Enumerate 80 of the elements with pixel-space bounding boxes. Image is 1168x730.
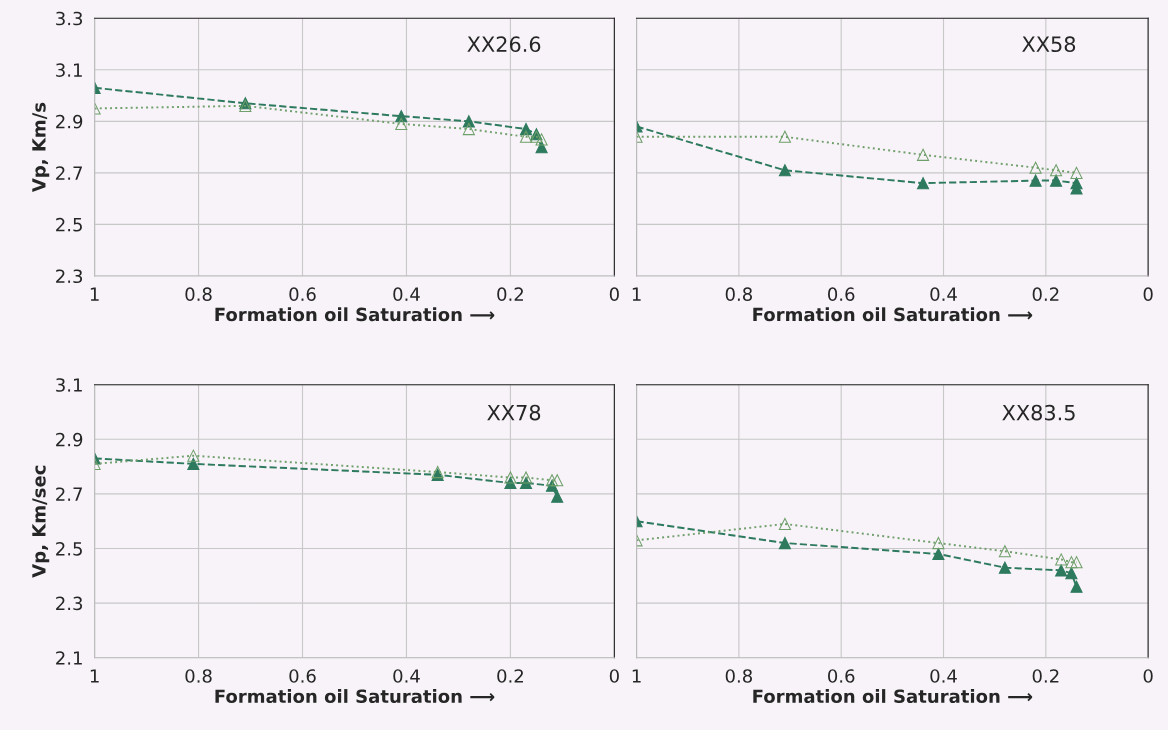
- y-axis-title: Vp, Km/s: [32, 102, 50, 193]
- y-tick-label: 2.7: [56, 166, 82, 180]
- y-tick-label: 2.9: [56, 432, 83, 447]
- point: [778, 517, 791, 531]
- x-axis-title: Formation oil Saturation ⟶: [753, 689, 1033, 704]
- x-tick-label: 0.4: [393, 287, 420, 302]
- point: [519, 130, 533, 143]
- x-tick-label: 0.2: [1032, 669, 1059, 683]
- x-tick-label: 0.8: [185, 669, 212, 683]
- point: [998, 545, 1011, 558]
- x-tick-label: 0.2: [497, 287, 523, 302]
- text: XX58: [1022, 36, 1076, 53]
- x-tick-label: 0.6: [289, 669, 316, 683]
- point: [504, 476, 517, 490]
- point: [1049, 164, 1063, 177]
- x-axis-title: Formation oil Saturation ⟶: [215, 689, 495, 704]
- point: [551, 474, 564, 487]
- point: [462, 122, 475, 136]
- y-tick-label: 2.5: [56, 541, 82, 556]
- point: [1029, 174, 1042, 187]
- y-axis-title: Vp, Km/sec: [32, 465, 50, 578]
- x-tick-label: 0: [609, 287, 619, 302]
- x-tick-label: 0: [609, 669, 619, 683]
- x-tick-label: 0.8: [725, 287, 752, 302]
- x-tick-label: 0: [1143, 287, 1153, 302]
- point: [1055, 564, 1068, 577]
- x-tick-label: 0: [1143, 669, 1153, 683]
- x-tick-label: 0.6: [828, 287, 855, 302]
- text: XX78: [487, 404, 541, 421]
- x-tick-label: 0.2: [1032, 287, 1059, 302]
- point: [545, 474, 559, 487]
- point: [519, 471, 533, 484]
- x-axis-title: Formation oil Saturation ⟶: [215, 307, 495, 322]
- x-tick-label: 1: [90, 287, 99, 301]
- x-tick-label: 1: [90, 669, 99, 683]
- x-tick-label: 0.4: [930, 287, 957, 302]
- point: [187, 457, 200, 470]
- x-tick-label: 0.4: [930, 669, 957, 683]
- y-tick-label: 3.1: [56, 63, 82, 77]
- x-tick-label: 0.6: [828, 669, 855, 683]
- point: [998, 561, 1011, 574]
- point: [1065, 556, 1078, 569]
- point: [1029, 161, 1042, 174]
- point: [1070, 166, 1083, 179]
- y-tick-label: 2.1: [56, 651, 82, 665]
- y-tick-label: 2.9: [56, 114, 83, 129]
- point: [1049, 174, 1063, 187]
- y-tick-label: 3.1: [56, 378, 82, 392]
- point: [1055, 553, 1068, 566]
- y-tick-label: 2.5: [56, 217, 82, 232]
- point: [1070, 580, 1083, 593]
- text: XX83.5: [1002, 404, 1075, 421]
- point: [778, 130, 791, 143]
- point: [932, 536, 945, 550]
- point: [778, 164, 791, 177]
- point: [1065, 567, 1078, 580]
- y-tick-label: 2.7: [56, 487, 82, 501]
- x-tick-label: 0.8: [725, 669, 752, 683]
- x-tick-label: 0.2: [497, 669, 523, 683]
- point: [778, 536, 791, 550]
- point: [1070, 556, 1083, 569]
- y-tick-label: 2.3: [56, 596, 83, 611]
- x-tick-label: 0.4: [393, 669, 420, 683]
- point: [535, 133, 548, 146]
- point: [504, 471, 517, 484]
- x-tick-label: 1: [632, 669, 641, 683]
- point: [932, 547, 945, 561]
- point: [395, 117, 408, 130]
- x-tick-label: 1: [632, 287, 641, 301]
- point: [916, 148, 930, 161]
- point: [519, 476, 533, 490]
- point: [551, 490, 564, 503]
- x-axis-title: Formation oil Saturation ⟶: [753, 307, 1033, 322]
- y-tick-label: 2.3: [56, 269, 83, 284]
- point: [187, 449, 200, 462]
- point: [916, 177, 930, 190]
- x-tick-label: 0.6: [289, 287, 316, 302]
- y-tick-label: 3.3: [56, 11, 83, 26]
- x-tick-label: 0.8: [185, 287, 212, 302]
- text: XX26.6: [467, 36, 541, 53]
